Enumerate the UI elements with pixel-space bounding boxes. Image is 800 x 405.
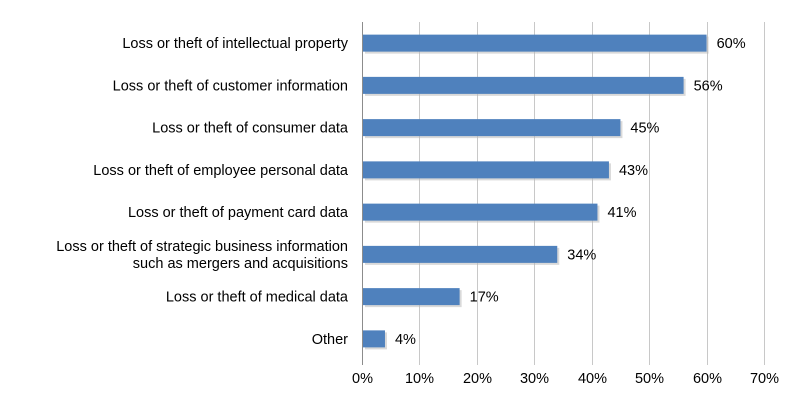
data-label: 43% (619, 163, 648, 179)
bar (363, 76, 684, 94)
bar (363, 330, 385, 348)
x-tick-label: 30% (520, 371, 549, 387)
gridlines (362, 22, 765, 365)
bar (363, 288, 460, 306)
category-label: Loss or theft of medical data (166, 290, 349, 306)
bar (363, 203, 598, 221)
bar (363, 161, 609, 179)
x-tick-label: 60% (693, 371, 722, 387)
data-label: 56% (694, 78, 723, 94)
x-axis-tick-labels: 0% 10% 20% 30% 40% 50% 60% 70% (352, 371, 779, 387)
x-tick-label: 40% (578, 371, 607, 387)
x-tick-label: 0% (352, 371, 373, 387)
bar (363, 119, 621, 137)
category-label: Loss or theft of strategic business info… (56, 239, 348, 255)
category-labels: Loss or theft of intellectual property Lo… (56, 36, 349, 348)
data-label: 17% (470, 290, 499, 306)
x-tick-label: 50% (635, 371, 664, 387)
data-label: 34% (567, 247, 596, 263)
bar (363, 34, 707, 52)
category-label: such as mergers and acquisitions (133, 256, 348, 272)
category-label: Loss or theft of employee personal data (93, 163, 349, 179)
data-label: 41% (607, 205, 636, 221)
data-label: 4% (395, 332, 416, 348)
category-label: Loss or theft of payment card data (128, 205, 349, 221)
data-labels: 60% 56% 45% 43% 41% 34% 17% 4% (395, 36, 746, 348)
x-tick-label: 70% (750, 371, 779, 387)
x-tick-label: 20% (463, 371, 492, 387)
category-label: Loss or theft of consumer data (152, 121, 349, 137)
data-label: 60% (717, 36, 746, 52)
category-label: Other (312, 332, 348, 348)
category-label: Loss or theft of customer information (113, 78, 348, 94)
bars (363, 34, 709, 350)
x-tick-label: 10% (405, 371, 434, 387)
data-label: 45% (630, 121, 659, 137)
bar (363, 245, 558, 263)
category-label: Loss or theft of intellectual property (122, 36, 348, 52)
